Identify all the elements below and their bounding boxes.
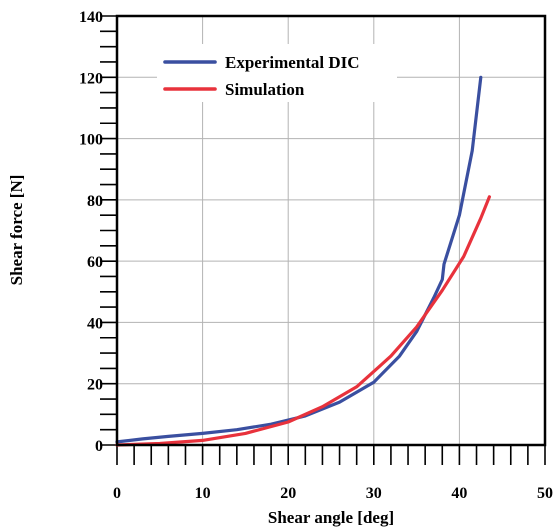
series-line-simulation [115, 195, 491, 447]
x-tick-label: 0 [113, 485, 121, 502]
y-tick-label: 60 [87, 254, 103, 271]
legend: Experimental DIC Simulation [157, 44, 397, 102]
y-tick-label: 80 [87, 193, 103, 210]
x-tick-label: 30 [366, 485, 382, 502]
minor-ticks [100, 15, 546, 465]
series-lines [115, 75, 491, 447]
plot-frame [115, 14, 547, 447]
x-tick-label: 50 [537, 485, 553, 502]
y-tick-label: 40 [87, 315, 103, 332]
y-tick-label: 120 [79, 70, 103, 87]
x-tick-label: 40 [451, 485, 467, 502]
series-line-experimental [115, 75, 483, 444]
y-tick-label: 20 [87, 377, 103, 394]
y-tick-label: 100 [79, 132, 103, 149]
y-tick-label: 140 [79, 9, 103, 26]
x-tick-label: 10 [195, 485, 211, 502]
y-axis-title: Shear force [N] [7, 175, 26, 286]
legend-label: Simulation [225, 80, 305, 99]
legend-box [157, 44, 397, 102]
tick-labels: 0 10 20 30 40 50 0 20 40 60 80 100 120 140 [79, 9, 553, 502]
y-tick-label: 0 [95, 438, 103, 455]
x-tick-label: 20 [280, 485, 296, 502]
legend-label: Experimental DIC [225, 53, 360, 72]
x-axis-title: Shear angle [deg] [268, 508, 394, 527]
